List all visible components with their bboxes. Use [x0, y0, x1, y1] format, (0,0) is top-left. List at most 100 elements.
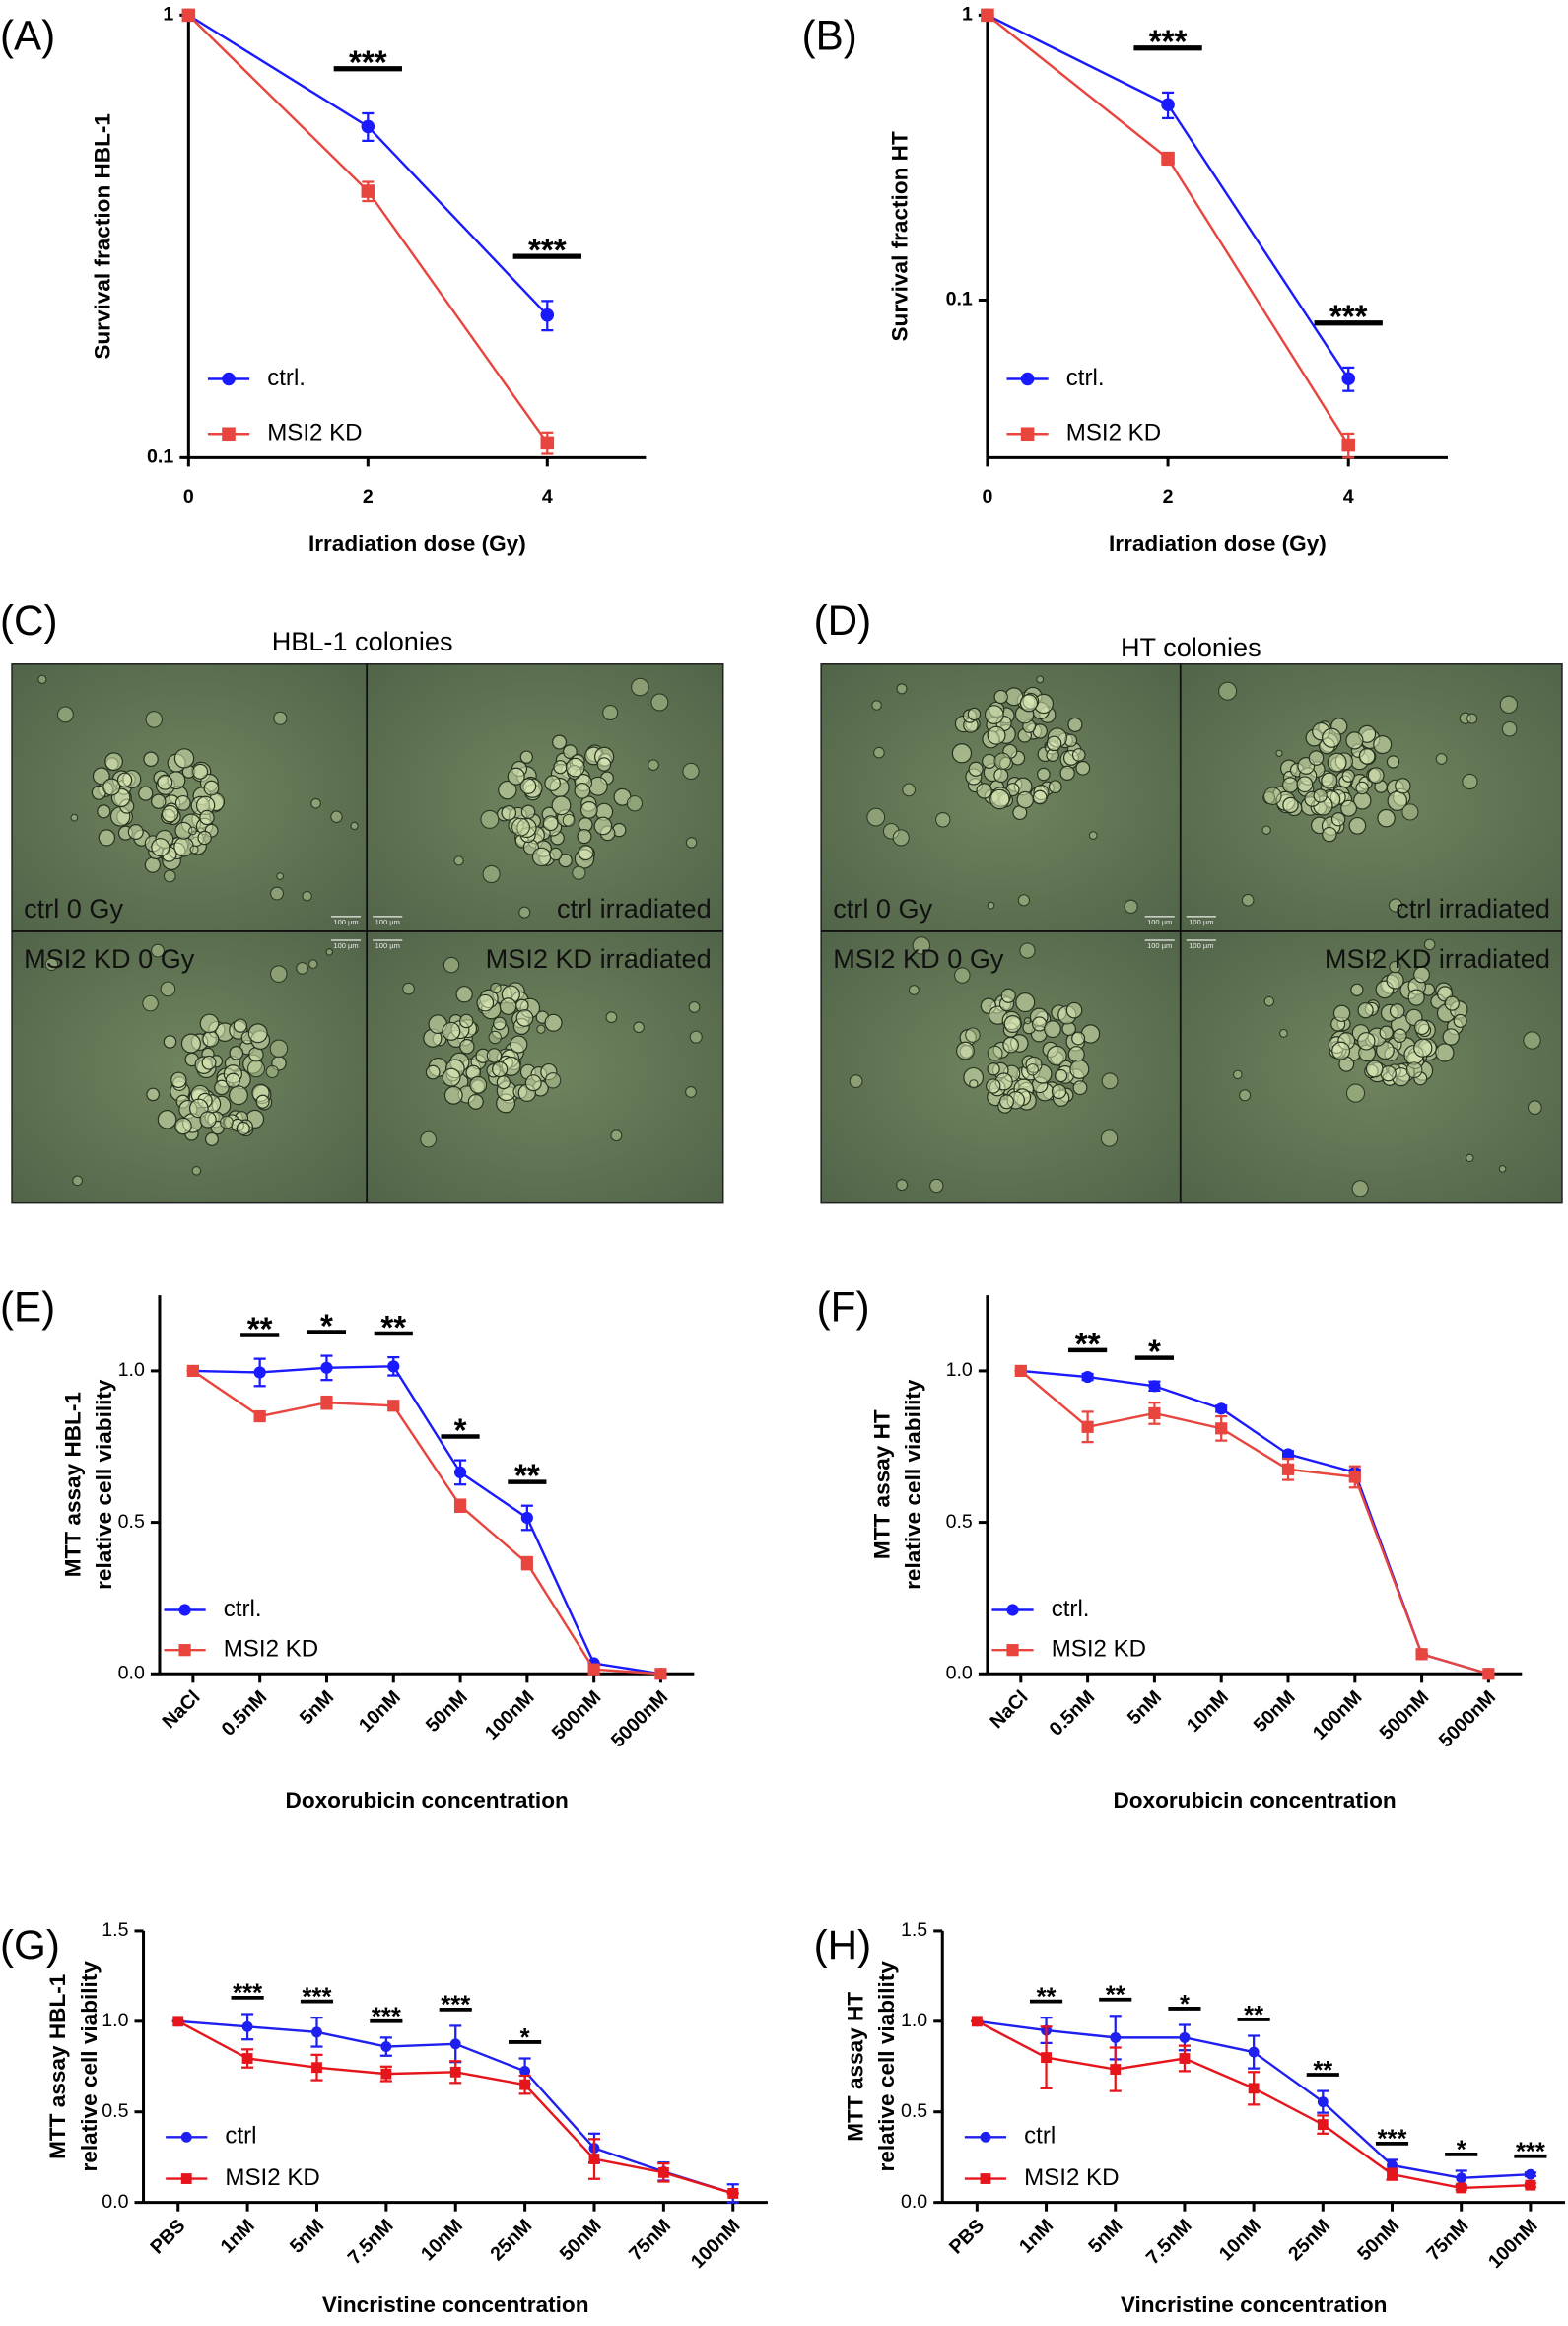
cell — [1365, 1060, 1384, 1078]
cell — [871, 700, 882, 711]
legend-marker — [1020, 427, 1035, 442]
marker — [1215, 1422, 1228, 1435]
marker — [1482, 1668, 1495, 1680]
marker — [1456, 2172, 1467, 2184]
cell — [1413, 1038, 1433, 1058]
x-axis-label: Irradiation dose (Gy) — [308, 531, 526, 556]
panel-label: (H) — [814, 1922, 872, 1968]
scale-bar-label: 100 µm — [333, 941, 358, 950]
cell — [330, 810, 343, 823]
cell — [1330, 811, 1346, 827]
cell — [596, 757, 612, 772]
cell — [1386, 971, 1404, 990]
cell — [1341, 769, 1355, 783]
cell — [1069, 1059, 1090, 1079]
cell — [1075, 760, 1091, 776]
x-axis-label: Irradiation dose (Gy) — [1109, 531, 1327, 556]
cell — [963, 1066, 985, 1088]
x-axis-label: Vincristine concentration — [1121, 2292, 1388, 2317]
marker — [519, 2079, 531, 2090]
cell — [1261, 825, 1271, 835]
x-tick-label: 50nM — [1250, 1686, 1300, 1737]
marker — [1525, 2168, 1536, 2180]
y-tick-label: 0.0 — [946, 1662, 973, 1683]
marker — [311, 2062, 322, 2074]
significance-label: ** — [1075, 1327, 1101, 1363]
cell — [993, 752, 1011, 770]
significance-label: * — [454, 1412, 467, 1449]
cell — [229, 1045, 244, 1060]
marker — [520, 1511, 533, 1525]
cell — [1395, 778, 1411, 794]
legend-marker — [1020, 372, 1035, 386]
cell — [549, 847, 563, 861]
marker — [587, 1663, 600, 1676]
cell — [189, 845, 199, 855]
cell — [1124, 899, 1138, 914]
cell — [402, 982, 415, 995]
series-line — [1020, 1369, 1489, 1676]
cell — [544, 1013, 563, 1032]
y-tick-label: 1.5 — [102, 1919, 128, 1941]
marker — [453, 1499, 467, 1512]
marker — [181, 8, 196, 23]
x-tick-label: PBS — [945, 2215, 989, 2258]
cell — [1340, 799, 1358, 817]
cell — [310, 797, 321, 809]
significance-label: * — [1180, 1991, 1190, 2018]
cell — [516, 817, 537, 839]
legend-label: ctrl. — [267, 365, 306, 391]
cell — [542, 815, 559, 832]
marker — [1348, 1471, 1361, 1483]
cell — [1413, 1071, 1428, 1086]
y-axis-label: Survival fraction HBL-1 — [90, 113, 114, 360]
legend-label: ctrl — [225, 2123, 256, 2150]
x-tick-label: 7.5nM — [1142, 2215, 1196, 2269]
y-tick-label: 0.0 — [102, 2191, 128, 2213]
scale-bar-label: 100 µm — [1189, 941, 1213, 950]
cell — [518, 906, 531, 919]
cell — [229, 1085, 248, 1106]
cell — [174, 794, 191, 811]
cell — [935, 812, 951, 828]
cell — [1059, 765, 1075, 782]
cell — [896, 1179, 909, 1192]
micrograph-image — [12, 663, 368, 931]
y-tick-label: 0.5 — [946, 1511, 973, 1533]
cell — [1357, 1002, 1374, 1019]
cell — [987, 1062, 1000, 1076]
cell — [296, 962, 308, 975]
cell — [1015, 992, 1036, 1013]
series-line — [192, 1369, 661, 1676]
cell — [902, 783, 917, 797]
cell — [420, 1130, 438, 1148]
x-tick-label: 0 — [982, 486, 992, 508]
x-tick-label: 4 — [1343, 486, 1354, 508]
marker — [1148, 1380, 1161, 1393]
significance-label: *** — [349, 45, 387, 82]
cell — [467, 1093, 484, 1110]
significance-label: *** — [1149, 25, 1188, 61]
scale-bar-label: 100 µm — [375, 941, 400, 950]
cell — [56, 706, 74, 723]
marker — [453, 1466, 467, 1478]
cell — [44, 957, 59, 972]
cell — [202, 1030, 220, 1048]
cell — [170, 1071, 187, 1089]
cell — [72, 1175, 83, 1187]
cell — [273, 711, 288, 725]
cell — [220, 1115, 234, 1129]
cell — [1071, 748, 1086, 762]
marker — [1215, 1402, 1228, 1415]
cell — [1046, 735, 1062, 752]
cell — [551, 795, 572, 816]
marker — [253, 1409, 266, 1423]
cell — [1322, 826, 1337, 843]
cell — [688, 1001, 701, 1013]
cell — [989, 788, 1010, 810]
cell — [1351, 1180, 1369, 1197]
cell — [1423, 938, 1436, 951]
cell — [1435, 753, 1448, 765]
cell — [163, 1035, 177, 1049]
scale-bar-label: 100 µm — [375, 918, 400, 926]
